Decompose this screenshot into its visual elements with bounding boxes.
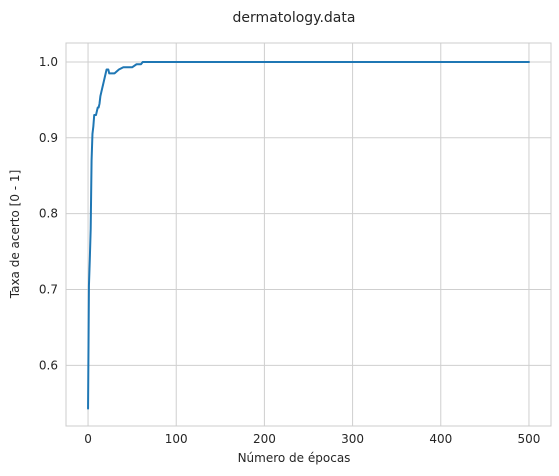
x-tick-label: 0 (84, 432, 92, 446)
y-axis-label: Taxa de acerto [0 - 1] (8, 170, 22, 300)
x-tick-label: 200 (253, 432, 276, 446)
x-axis-label: Número de épocas (238, 451, 351, 465)
plot-frame (65, 42, 552, 427)
series-line-0 (87, 60, 530, 410)
x-tick-label: 500 (518, 432, 541, 446)
x-tick-label: 100 (165, 432, 188, 446)
series-layer (87, 60, 530, 410)
grid (66, 43, 551, 426)
chart-title: dermatology.data (233, 10, 356, 26)
tick-labels: 0 100 200 300 400 500 0.6 0.7 0.8 0.9 1.0 (39, 55, 541, 446)
y-tick-label: 0.7 (39, 282, 58, 296)
y-tick-label: 0.8 (39, 207, 58, 221)
y-tick-label: 0.6 (39, 358, 58, 372)
y-tick-label: 0.9 (39, 131, 58, 145)
x-tick-label: 400 (429, 432, 452, 446)
y-tick-label: 1.0 (39, 55, 58, 69)
x-tick-label: 300 (341, 432, 364, 446)
